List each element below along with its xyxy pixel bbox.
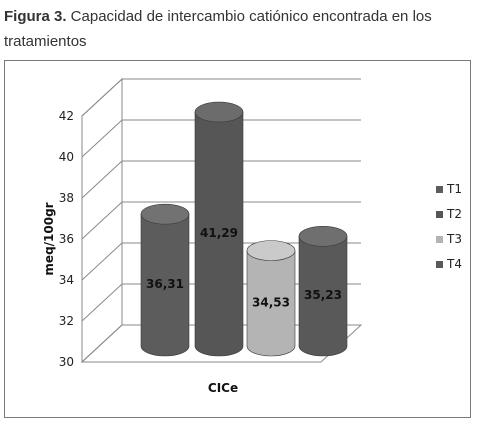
y-tick-label: 38 — [59, 191, 74, 205]
caption-lead: Figura 3. — [4, 8, 67, 25]
y-tick-label: 34 — [59, 273, 74, 287]
bars — [140, 101, 348, 357]
x-axis-label: CICe — [208, 381, 238, 395]
y-tick-label: 32 — [59, 314, 74, 328]
bar-body — [246, 250, 296, 357]
bar-body — [140, 213, 190, 357]
bar-t2 — [194, 101, 244, 357]
gridline — [81, 119, 361, 158]
y-axis-label: meq/100gr — [42, 202, 56, 275]
legend-label: T2 — [446, 207, 462, 221]
bar-t1 — [140, 203, 190, 357]
legend-swatch — [436, 261, 443, 268]
bar-top — [140, 203, 190, 225]
bar-top — [194, 101, 244, 123]
bar-chart: 30 32 34 36 38 40 42 36,31 41,29 34,53 35,23 T1 T2… — [42, 77, 462, 395]
legend-label: T4 — [446, 257, 462, 271]
bar-body — [194, 111, 244, 357]
legend-swatch — [436, 236, 443, 243]
legend-swatch — [436, 186, 443, 193]
bar-top — [246, 240, 296, 261]
bar-body — [298, 235, 348, 357]
bar-t4 — [298, 225, 348, 357]
y-tick-label: 30 — [59, 355, 74, 369]
figure-caption: Figura 3. Capacidad de intercambio catió… — [4, 4, 472, 54]
legend-item-t3: T3 — [436, 232, 462, 246]
data-label: 36,31 — [146, 277, 184, 291]
legend-item-t1: T1 — [436, 182, 462, 196]
legend: T1 T2 T3 T4 — [436, 182, 462, 271]
legend-label: T3 — [446, 232, 462, 246]
y-tick-labels: 30 32 34 36 38 40 42 — [59, 109, 74, 369]
bar-t3 — [246, 240, 296, 357]
bar-top — [298, 225, 348, 247]
gridline — [81, 201, 361, 240]
gridline — [81, 160, 361, 199]
data-label: 35,23 — [304, 288, 342, 302]
data-labels: 36,31 41,29 34,53 35,23 — [146, 226, 342, 309]
legend-swatch — [436, 211, 443, 218]
chart-frame: 30 32 34 36 38 40 42 36,31 41,29 34,53 35,23 T1 T2… — [4, 60, 471, 418]
data-label: 34,53 — [252, 295, 290, 309]
legend-item-t2: T2 — [436, 207, 462, 221]
legend-label: T1 — [446, 182, 462, 196]
legend-item-t4: T4 — [436, 257, 462, 271]
data-label: 41,29 — [200, 226, 238, 240]
gridline — [81, 78, 361, 117]
y-tick-label: 40 — [59, 150, 74, 164]
y-tick-label: 42 — [59, 109, 74, 123]
caption-text: Capacidad de intercambio catiónico encon… — [4, 8, 432, 50]
y-tick-label: 36 — [59, 232, 74, 246]
